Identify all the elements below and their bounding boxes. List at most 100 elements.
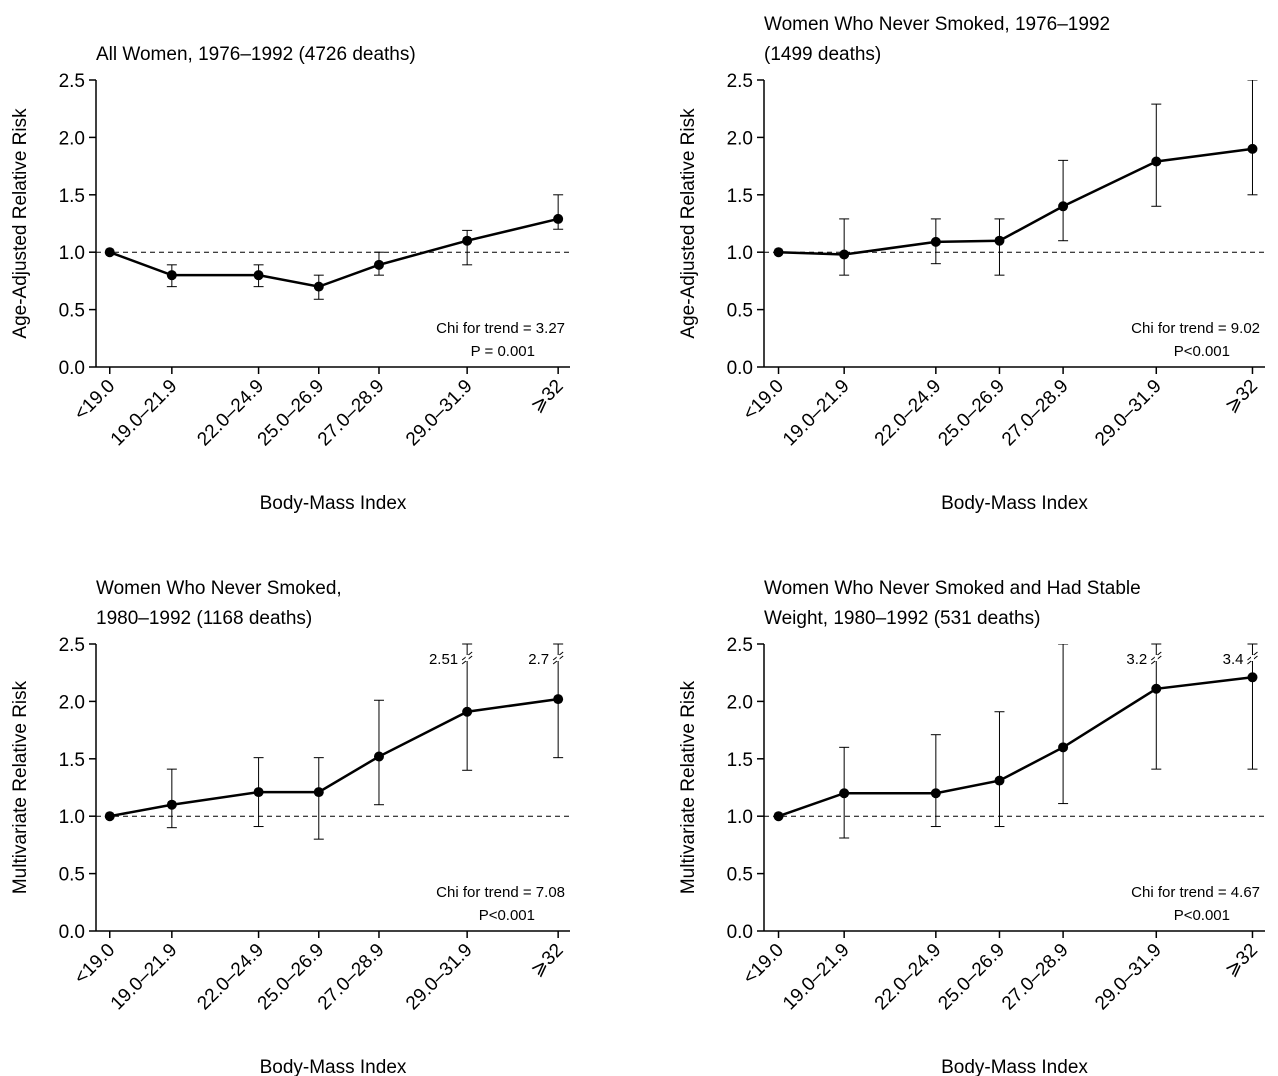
x-tick-label: 19.0–21.9 (107, 940, 182, 1015)
data-point (462, 235, 473, 246)
break-gap (1154, 655, 1158, 661)
data-point (930, 788, 941, 799)
x-axis-label: Body-Mass Index (941, 1057, 1088, 1076)
data-point (462, 706, 473, 717)
x-tick-label: ⩾32 (1221, 376, 1262, 417)
y-axis-label: Age-Adjusted Relative Risk (10, 108, 31, 339)
x-tick-label: <19.0 (70, 376, 119, 425)
x-tick-label: 22.0–24.9 (871, 376, 946, 451)
x-tick-label: 19.0–21.9 (107, 376, 182, 451)
panel-title: Women Who Never Smoked, (96, 578, 342, 599)
upper-value-label: 3.4 (1223, 651, 1244, 668)
x-tick-label: 19.0–21.9 (779, 376, 854, 451)
x-axis-label: Body-Mass Index (941, 493, 1088, 514)
data-point (1058, 201, 1069, 212)
data-point (1151, 683, 1162, 694)
data-point (373, 259, 384, 270)
y-tick-label: 1.5 (727, 750, 753, 771)
upper-value-label: 2.51 (429, 651, 458, 668)
panel-title: Women Who Never Smoked, 1976–1992 (764, 14, 1110, 35)
data-point (1151, 156, 1162, 167)
y-tick-label: 0.5 (59, 865, 85, 886)
upper-value-label: 2.7 (528, 651, 549, 668)
error-bars (166, 644, 564, 840)
data-point (1247, 672, 1258, 683)
data-point (930, 236, 941, 247)
x-tick-label: 27.0–28.9 (314, 940, 389, 1015)
break-gap (1250, 655, 1254, 661)
x-tick-label: <19.0 (70, 940, 119, 989)
y-tick-label: 2.0 (59, 128, 85, 149)
panel-title: All Women, 1976–1992 (4726 deaths) (96, 44, 416, 65)
y-tick-label: 2.5 (727, 71, 753, 92)
annotation: Chi for trend = 3.27 (436, 320, 565, 337)
x-tick-label: ⩾32 (527, 940, 568, 981)
x-tick-label: 29.0–31.9 (1091, 940, 1166, 1015)
x-tick-label: 25.0–26.9 (934, 940, 1009, 1015)
data-point (373, 751, 384, 762)
y-tick-label: 1.5 (59, 750, 85, 771)
data-line (778, 147, 1253, 256)
data-point (166, 270, 177, 281)
data-point (253, 787, 264, 798)
y-tick-label: 0.0 (59, 922, 85, 943)
y-axis-label: Age-Adjusted Relative Risk (678, 108, 699, 339)
error-bars (839, 80, 1258, 276)
x-tick-label: 29.0–31.9 (402, 376, 477, 451)
y-tick-label: 0.5 (59, 301, 85, 322)
y-tick-label: 2.5 (59, 71, 85, 92)
y-tick-label: 2.0 (727, 692, 753, 713)
x-tick-label: 19.0–21.9 (779, 940, 854, 1015)
data-point (166, 799, 177, 810)
y-tick-label: 1.0 (727, 807, 753, 828)
annotation: P<0.001 (1174, 907, 1230, 924)
panel: Women Who Never Smoked and Had Stable Wei… (678, 578, 1265, 1076)
y-tick-label: 1.0 (727, 243, 753, 264)
y-tick-label: 1.0 (59, 243, 85, 264)
y-tick-label: 1.5 (727, 186, 753, 207)
x-tick-label: ⩾32 (527, 376, 568, 417)
upper-value-label: 3.2 (1126, 651, 1147, 668)
data-line (109, 217, 559, 288)
y-tick-label: 2.5 (59, 635, 85, 656)
panel-title: Women Who Never Smoked and Had Stable (764, 578, 1141, 599)
data-point (313, 787, 324, 798)
y-tick-label: 0.0 (59, 358, 85, 379)
data-line (778, 676, 1253, 818)
x-axis-label: Body-Mass Index (260, 1057, 407, 1076)
break-gap (556, 655, 560, 661)
y-tick-label: 1.0 (59, 807, 85, 828)
data-point (773, 247, 784, 258)
y-tick-label: 1.5 (59, 186, 85, 207)
data-point (1247, 143, 1258, 154)
error-bars (166, 194, 564, 300)
panel: Women Who Never Smoked, 1980–1992 (1168 d… (10, 578, 570, 1076)
x-tick-label: <19.0 (739, 940, 788, 989)
y-tick-label: 0.0 (727, 922, 753, 943)
x-tick-label: 27.0–28.9 (998, 940, 1073, 1015)
data-point (104, 811, 115, 822)
annotation: P<0.001 (1174, 343, 1230, 360)
annotation: Chi for trend = 9.02 (1131, 320, 1260, 337)
annotation: Chi for trend = 7.08 (436, 884, 565, 901)
y-tick-label: 2.0 (727, 128, 753, 149)
panel-title: Weight, 1980–1992 (531 deaths) (764, 608, 1040, 629)
error-bars (839, 644, 1258, 839)
x-tick-label: 25.0–26.9 (934, 376, 1009, 451)
data-point (553, 694, 564, 705)
annotation: P<0.001 (479, 907, 535, 924)
x-axis-label: Body-Mass Index (260, 493, 407, 514)
data-line (109, 697, 559, 818)
data-point (253, 270, 264, 281)
y-axis-label: Multivariate Relative Risk (10, 680, 31, 894)
annotation: P = 0.001 (471, 343, 535, 360)
x-tick-label: ⩾32 (1221, 940, 1262, 981)
panel: All Women, 1976–1992 (4726 deaths) Age-Ad… (10, 44, 570, 514)
y-tick-label: 2.0 (59, 692, 85, 713)
data-point (773, 811, 784, 822)
data-point (994, 235, 1005, 246)
data-point (839, 788, 850, 799)
data-point (994, 775, 1005, 786)
data-point (104, 247, 115, 258)
